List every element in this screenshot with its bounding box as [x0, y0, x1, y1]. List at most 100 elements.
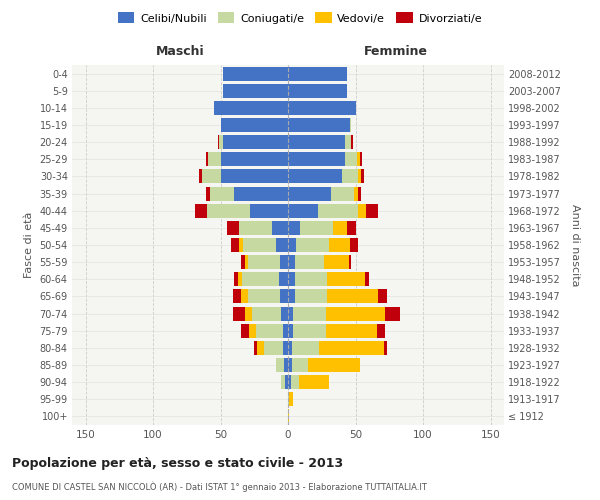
Bar [288, 238, 296, 252]
Bar [281, 375, 286, 389]
Bar [357, 152, 359, 166]
Bar [207, 204, 250, 218]
Bar [241, 290, 248, 304]
Bar [329, 238, 350, 252]
Bar [288, 358, 292, 372]
Y-axis label: Anni di nascita: Anni di nascita [571, 204, 580, 286]
Bar [210, 186, 234, 200]
Bar [288, 170, 342, 183]
Bar [280, 290, 288, 304]
Bar [245, 255, 248, 269]
Bar [288, 204, 318, 218]
Bar [293, 306, 326, 320]
Bar [283, 341, 288, 355]
Bar [199, 170, 202, 183]
Bar [349, 255, 352, 269]
Bar [254, 341, 257, 355]
Bar [350, 118, 352, 132]
Bar [233, 290, 241, 304]
Bar [264, 341, 283, 355]
Y-axis label: Fasce di età: Fasce di età [24, 212, 34, 278]
Bar [296, 238, 329, 252]
Legend: Celibi/Nubili, Coniugati/e, Vedovi/e, Divorziati/e: Celibi/Nubili, Coniugati/e, Vedovi/e, Di… [113, 8, 487, 28]
Bar [288, 290, 295, 304]
Bar [247, 255, 280, 269]
Bar [221, 152, 288, 166]
Bar [288, 324, 293, 338]
Bar [241, 255, 245, 269]
Bar [276, 238, 288, 252]
Bar [293, 324, 326, 338]
Bar [318, 204, 358, 218]
Bar [288, 306, 293, 320]
Bar [344, 152, 357, 166]
Bar [202, 170, 221, 183]
Bar [347, 221, 356, 235]
Bar [288, 255, 295, 269]
Bar [361, 170, 364, 183]
Bar [288, 392, 289, 406]
Bar [295, 255, 325, 269]
Bar [288, 135, 344, 149]
Bar [332, 221, 347, 235]
Text: Maschi: Maschi [155, 45, 205, 58]
Text: Popolazione per età, sesso e stato civile - 2013: Popolazione per età, sesso e stato civil… [12, 458, 343, 470]
Bar [251, 306, 281, 320]
Bar [288, 341, 292, 355]
Bar [331, 186, 354, 200]
Bar [295, 290, 327, 304]
Bar [288, 221, 300, 235]
Bar [288, 186, 331, 200]
Bar [350, 238, 358, 252]
Bar [223, 84, 288, 98]
Bar [377, 324, 385, 338]
Bar [232, 238, 239, 252]
Bar [326, 324, 377, 338]
Bar [358, 204, 367, 218]
Bar [290, 375, 299, 389]
Bar [365, 272, 369, 286]
Bar [288, 152, 344, 166]
Bar [257, 341, 264, 355]
Bar [288, 84, 347, 98]
Bar [327, 290, 379, 304]
Bar [218, 135, 219, 149]
Bar [245, 306, 251, 320]
Bar [288, 66, 347, 80]
Bar [358, 170, 361, 183]
Bar [278, 272, 288, 286]
Bar [325, 255, 349, 269]
Bar [288, 272, 295, 286]
Bar [289, 392, 293, 406]
Bar [327, 272, 365, 286]
Bar [206, 152, 208, 166]
Bar [352, 135, 353, 149]
Bar [288, 101, 355, 115]
Bar [319, 341, 384, 355]
Text: Femmine: Femmine [364, 45, 428, 58]
Bar [299, 375, 329, 389]
Bar [295, 272, 327, 286]
Bar [221, 118, 288, 132]
Bar [366, 204, 379, 218]
Bar [223, 66, 288, 80]
Bar [288, 375, 290, 389]
Bar [300, 221, 332, 235]
Bar [272, 221, 288, 235]
Bar [288, 118, 350, 132]
Bar [206, 186, 210, 200]
Bar [280, 255, 288, 269]
Bar [223, 135, 288, 149]
Bar [342, 170, 358, 183]
Bar [379, 290, 386, 304]
Bar [239, 238, 244, 252]
Bar [234, 186, 288, 200]
Bar [256, 324, 283, 338]
Bar [214, 101, 288, 115]
Bar [384, 341, 386, 355]
Bar [292, 358, 308, 372]
Bar [359, 152, 362, 166]
Bar [221, 170, 288, 183]
Bar [308, 358, 359, 372]
Bar [250, 204, 288, 218]
